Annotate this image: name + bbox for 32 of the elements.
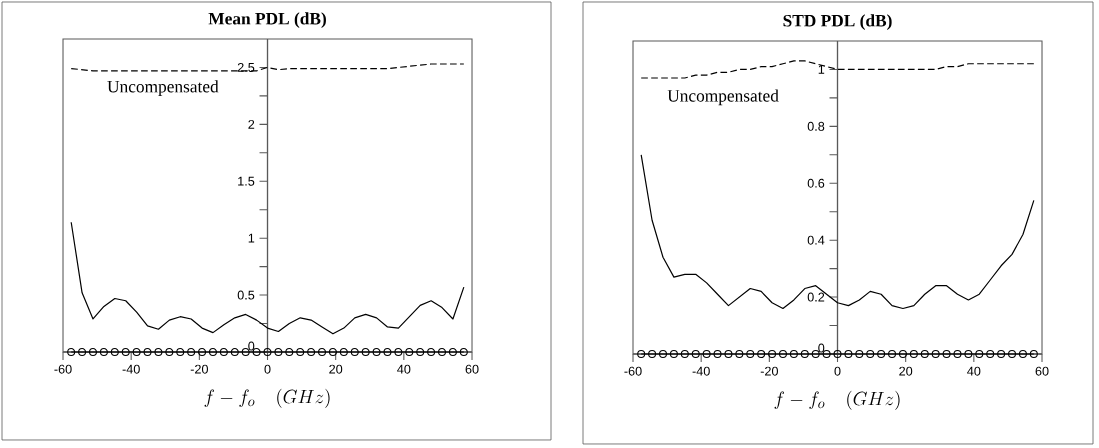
y-tick-label: 0.6 bbox=[807, 178, 825, 188]
series-label: Uncompensated bbox=[107, 80, 219, 96]
x-tick-label: 40 bbox=[397, 364, 411, 374]
x-tick-label: 40 bbox=[967, 366, 981, 376]
x-tick-label: 0 bbox=[264, 364, 271, 374]
y-tick-label: 1 bbox=[818, 65, 825, 74]
chart-title: Mean PDL (dB) bbox=[208, 12, 326, 29]
y-tick-label: 1 bbox=[248, 233, 255, 243]
y-tick-label: 2.5 bbox=[237, 62, 255, 72]
y-tick-label: 0.4 bbox=[807, 235, 825, 245]
chart-title: STD PDL (dB) bbox=[783, 14, 892, 31]
x-tick-label: 0 bbox=[834, 366, 841, 376]
x-tick-label: -60 bbox=[54, 364, 72, 374]
x-tick-label: -20 bbox=[760, 366, 778, 376]
series-label: Uncompensated bbox=[667, 89, 779, 106]
x-tick-label: -40 bbox=[122, 364, 140, 374]
x-tick-label: -20 bbox=[190, 364, 208, 374]
x-tick-label: 60 bbox=[1035, 366, 1049, 376]
y-tick-label: 0.5 bbox=[237, 290, 255, 300]
x-tick-label: -60 bbox=[624, 366, 642, 376]
y-tick-label: 0 bbox=[818, 343, 825, 353]
x-axis-title: $f - f_o \quad (GHz)$ bbox=[774, 390, 900, 410]
x-tick-label: 20 bbox=[899, 366, 913, 376]
y-tick-label: 0 bbox=[248, 341, 255, 351]
y-tick-label: 0.2 bbox=[807, 292, 825, 302]
y-tick-label: 0.8 bbox=[807, 121, 825, 131]
y-tick-label: 2 bbox=[248, 119, 255, 129]
y-tick-label: 1.5 bbox=[238, 176, 255, 186]
x-tick-label: 20 bbox=[329, 364, 343, 374]
x-tick-label: 60 bbox=[465, 364, 479, 374]
x-axis-title: $f - f_o \quad (GHz)$ bbox=[204, 388, 330, 408]
x-tick-label: -40 bbox=[692, 366, 710, 376]
